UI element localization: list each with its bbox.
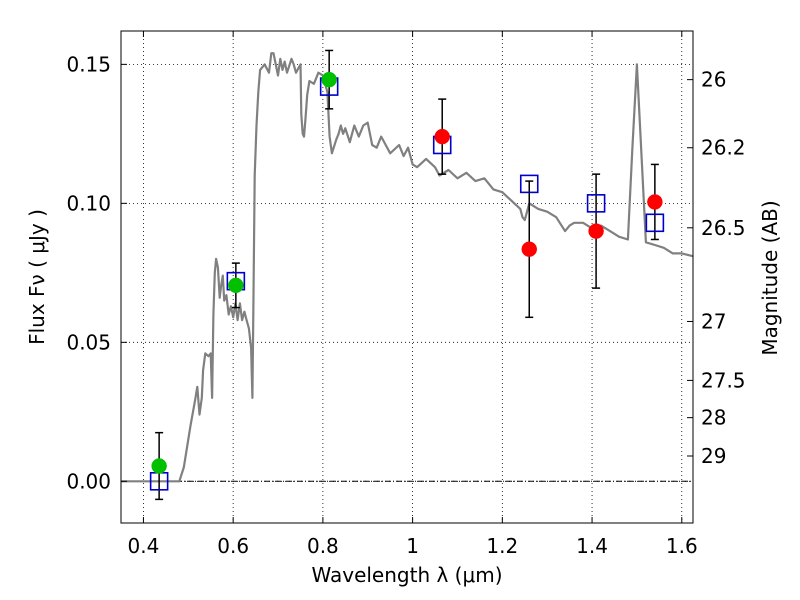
x-tick-label: 0.4: [128, 534, 160, 558]
y2-axis-title: Magnitude (AB): [758, 200, 782, 355]
model-band-square: [645, 213, 665, 233]
x-tick-label: 1.2: [486, 534, 518, 558]
plot-frame: [120, 30, 694, 524]
y2-tick-label: 26.5: [701, 216, 746, 240]
model-band-square: [519, 174, 539, 194]
x-axis-ticks: 0.4 0.6 0.8 1 1.2 1.4 1.6: [128, 31, 698, 558]
y2-tick-label: 28: [701, 406, 726, 430]
nir-flux-point: [588, 223, 604, 239]
y2-tick-label: 26: [701, 68, 726, 92]
x-axis-title: Wavelength λ (μm): [311, 563, 502, 587]
x-tick-label: 1: [406, 534, 419, 558]
error-bars: [155, 49, 659, 501]
series-layer: [121, 52, 693, 483]
y-axis-ticks: 0.00 0.05 0.10 0.15: [66, 52, 127, 493]
y-tick-label: 0.15: [66, 52, 111, 76]
optical-flux-point: [321, 71, 337, 88]
y-axis-title: Flux Fν ( μJy ): [25, 209, 49, 345]
x-tick-label: 0.6: [217, 534, 249, 558]
nir-flux-point: [434, 128, 450, 145]
optical-flux-point: [151, 458, 167, 474]
x-tick-label: 1.6: [666, 534, 698, 558]
nir-flux-point: [521, 241, 538, 257]
nir-flux-point: [647, 194, 663, 210]
x-tick-label: 0.8: [307, 534, 339, 558]
y2-axis-ticks: 26 26.2 26.5 27 27.5 28 29: [687, 68, 746, 468]
x-tick-label: 1.4: [576, 534, 608, 558]
y-tick-label: 0.00: [66, 469, 111, 493]
y2-tick-label: 29: [701, 444, 726, 468]
y2-tick-label: 27.5: [701, 368, 746, 392]
grid: [121, 31, 693, 523]
optical-flux-point: [228, 277, 244, 294]
model-band-square: [586, 194, 606, 213]
model-sed-line: [121, 52, 693, 483]
y-tick-label: 0.10: [66, 191, 111, 215]
y2-tick-label: 26.2: [701, 136, 746, 160]
markers: [149, 71, 665, 491]
y-tick-label: 0.05: [66, 330, 111, 354]
y2-tick-label: 27: [701, 309, 726, 333]
